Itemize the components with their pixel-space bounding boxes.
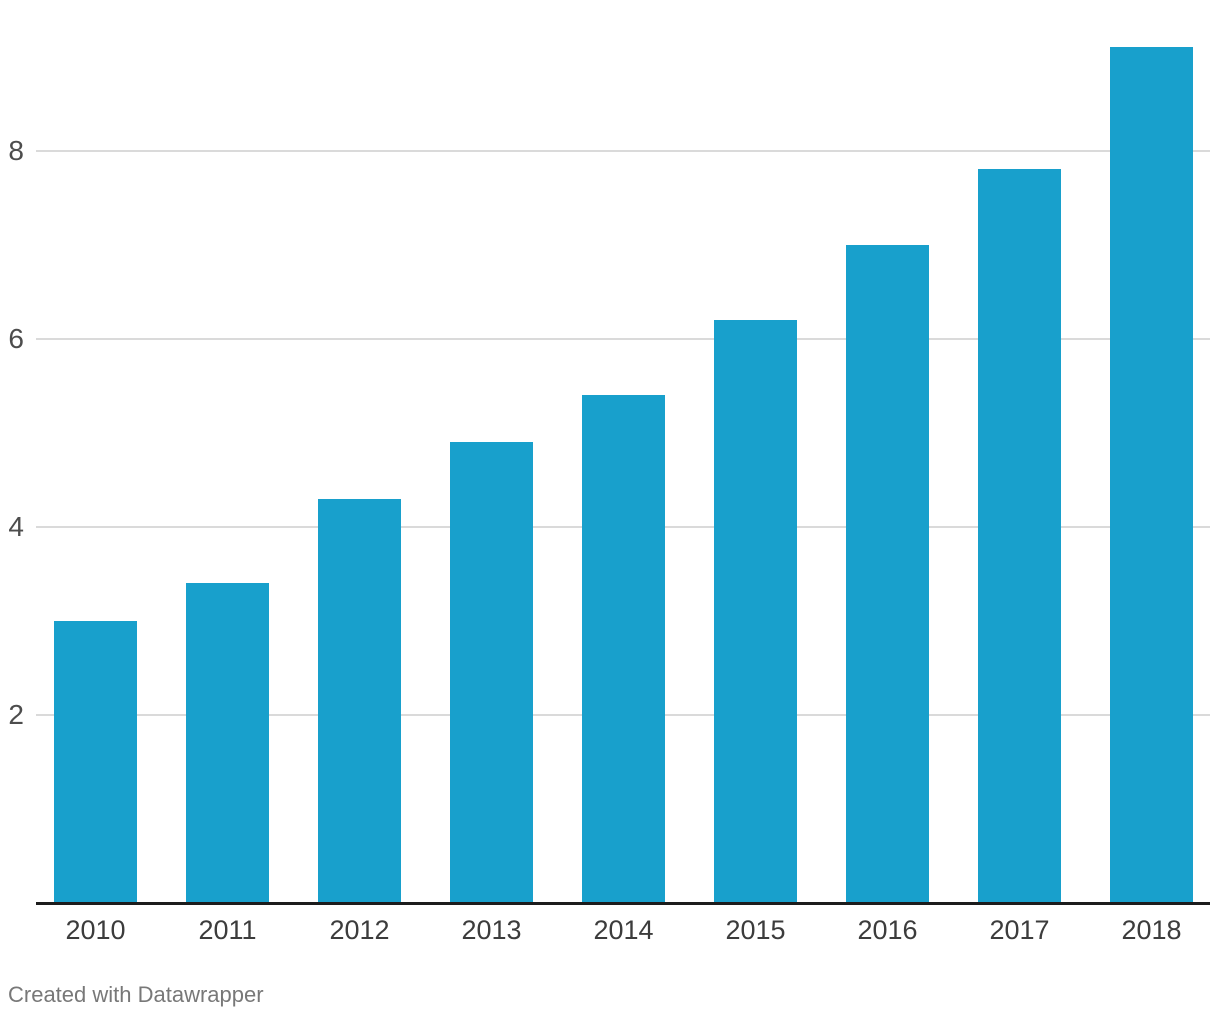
y-gridline <box>36 149 1210 152</box>
x-tick-label: 2016 <box>857 915 918 945</box>
x-tick-label: 2017 <box>989 915 1050 945</box>
datawrapper-attribution-link[interactable]: Created with Datawrapper <box>8 982 264 1007</box>
x-tick-label: 2010 <box>65 915 126 945</box>
y-tick-label: 4 <box>8 510 24 542</box>
x-tick-label: 2014 <box>593 915 654 945</box>
bar-2018[interactable] <box>1110 47 1193 903</box>
x-tick-label: 2015 <box>725 915 786 945</box>
bar-2014[interactable] <box>582 395 665 903</box>
bar-2017[interactable] <box>978 169 1061 903</box>
x-tick-label: 2011 <box>198 915 257 945</box>
x-tick-label: 2018 <box>1121 915 1182 945</box>
bar-2016[interactable] <box>846 245 929 903</box>
x-tick-label: 2012 <box>329 915 390 945</box>
bar-2015[interactable] <box>714 320 797 903</box>
bar-2013[interactable] <box>450 442 533 903</box>
x-axis-line <box>36 902 1210 905</box>
y-gridline <box>36 337 1210 340</box>
y-tick-label: 6 <box>8 322 24 354</box>
y-tick-label: 2 <box>8 698 24 730</box>
y-tick-label: 8 <box>8 134 24 166</box>
bar-2011[interactable] <box>186 583 269 903</box>
x-tick-label: 2013 <box>461 915 522 945</box>
bar-2010[interactable] <box>54 621 137 903</box>
bar-2012[interactable] <box>318 499 401 903</box>
